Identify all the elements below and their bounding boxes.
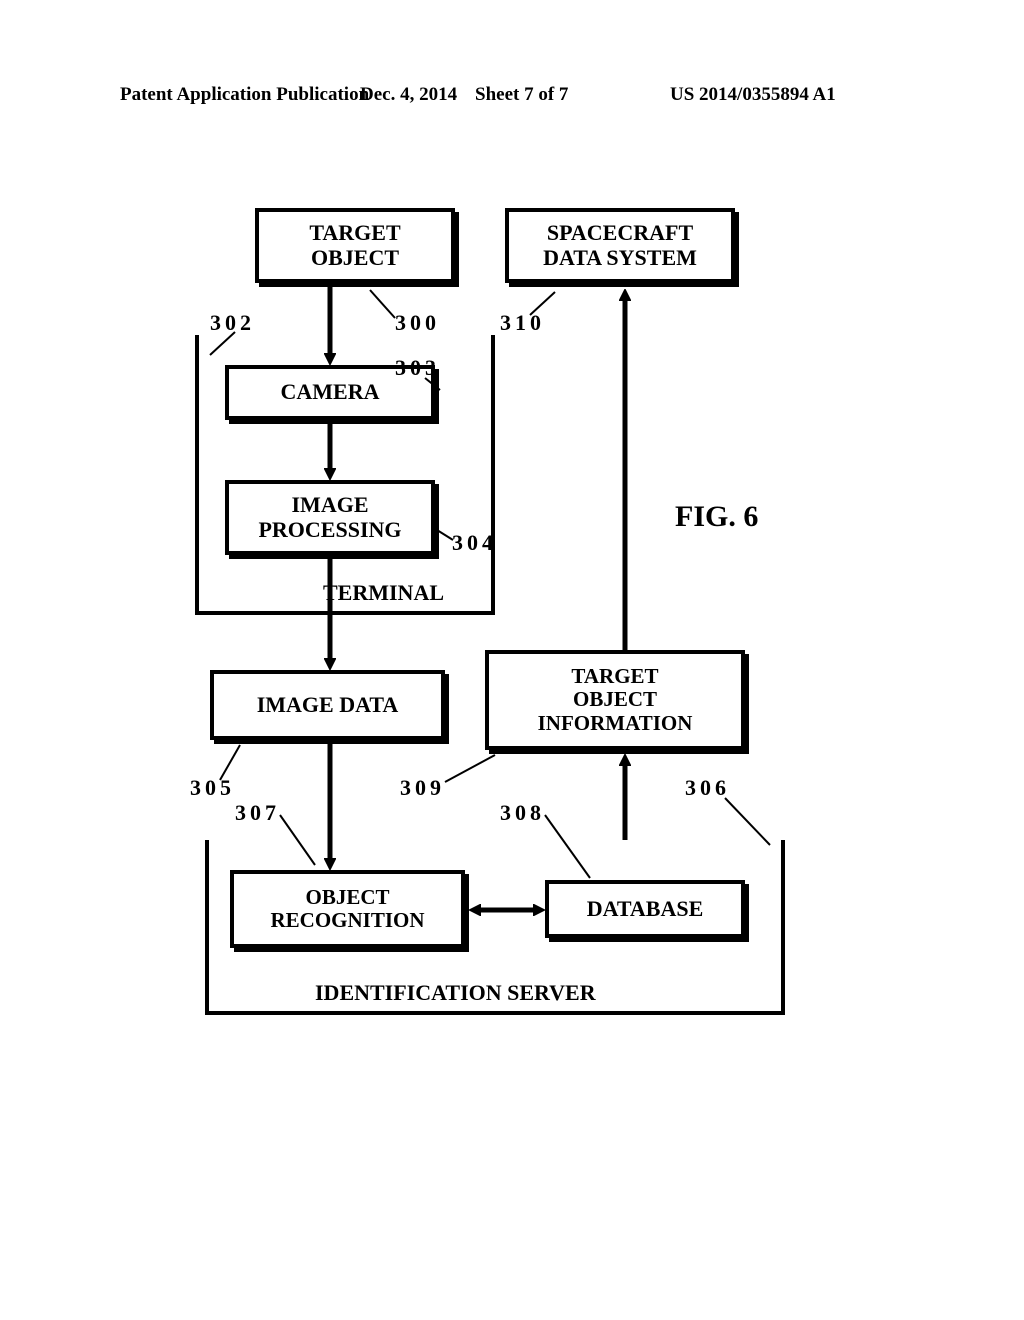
ref-307: 307: [235, 800, 280, 826]
diagram-fig6: TARGET OBJECT SPACECRAFT DATA SYSTEM CAM…: [195, 200, 895, 1100]
box-spacecraft: SPACECRAFT DATA SYSTEM: [505, 208, 735, 283]
header-sheet: Sheet 7 of 7: [475, 84, 568, 106]
box-target-info: TARGET OBJECT INFORMATION: [485, 650, 745, 750]
camera-label: CAMERA: [281, 380, 380, 404]
ref-302: 302: [210, 310, 255, 336]
targetinfo-l3: INFORMATION: [538, 712, 693, 735]
figure-label: FIG. 6: [675, 500, 758, 534]
header-left: Patent Application Publication: [120, 84, 369, 106]
spacecraft-l1: SPACECRAFT: [547, 221, 693, 245]
header-date: Dec. 4, 2014: [360, 84, 457, 106]
ref-304: 304: [452, 530, 497, 556]
label-identification-server: IDENTIFICATION SERVER: [315, 980, 596, 1006]
imagedata-label: IMAGE DATA: [257, 693, 399, 717]
box-target-object: TARGET OBJECT: [255, 208, 455, 283]
ref-306: 306: [685, 775, 730, 801]
box-image-data: IMAGE DATA: [210, 670, 445, 740]
objrec-l1: OBJECT: [305, 886, 389, 909]
spacecraft-l2: DATA SYSTEM: [543, 246, 697, 270]
imgproc-l1: IMAGE: [292, 493, 369, 517]
imgproc-l2: PROCESSING: [258, 518, 401, 542]
targetinfo-l1: TARGET: [571, 665, 658, 688]
target-object-l2: OBJECT: [311, 246, 399, 270]
ref-309: 309: [400, 775, 445, 801]
objrec-l2: RECOGNITION: [270, 909, 424, 932]
box-object-recognition: OBJECT RECOGNITION: [230, 870, 465, 948]
label-terminal: TERMINAL: [323, 580, 444, 606]
ref-303: 303: [395, 355, 440, 381]
box-database: DATABASE: [545, 880, 745, 938]
box-image-processing: IMAGE PROCESSING: [225, 480, 435, 555]
header-pubno: US 2014/0355894 A1: [670, 84, 836, 106]
database-label: DATABASE: [587, 897, 704, 921]
ref-305: 305: [190, 775, 235, 801]
ref-308: 308: [500, 800, 545, 826]
target-object-l1: TARGET: [309, 221, 400, 245]
ref-310: 310: [500, 310, 545, 336]
targetinfo-l2: OBJECT: [573, 688, 657, 711]
ref-300: 300: [395, 310, 440, 336]
